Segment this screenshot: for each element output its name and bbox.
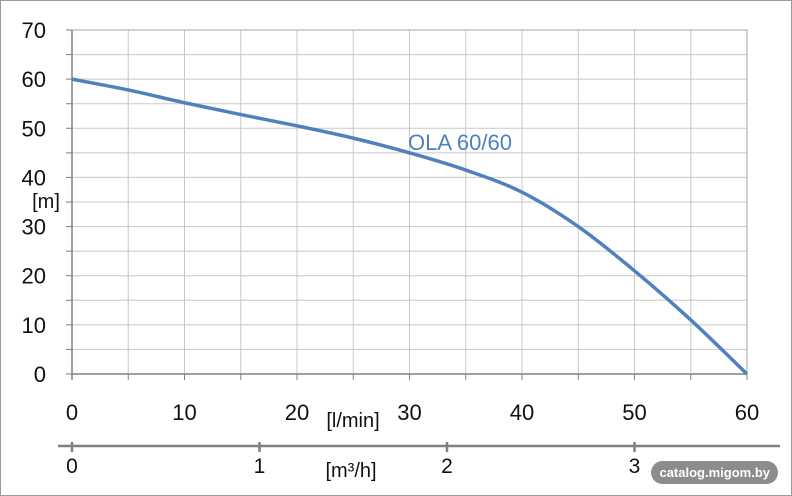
series-layer — [71, 77, 749, 376]
y-tick-label: 10 — [22, 313, 46, 338]
secondary-x-tick-label: 0 — [66, 455, 78, 478]
secondary-x-tick-label: 2 — [441, 455, 453, 478]
grid-layer — [71, 29, 748, 375]
x-tick-label: 30 — [397, 400, 421, 425]
y-tick-label: 40 — [22, 165, 46, 190]
y-tick-label: 0 — [34, 362, 46, 387]
x-tick-label: 40 — [510, 400, 534, 425]
series-line — [71, 77, 749, 376]
x-tick-label: 0 — [66, 400, 78, 425]
x-tick-label: 10 — [172, 400, 196, 425]
y-tick-label: 50 — [22, 116, 46, 141]
watermark-badge: catalog.migom.by — [651, 461, 778, 484]
y-tick-label: 70 — [22, 18, 46, 43]
labels-layer: 0 10 20 30 40 50 60 70 0 10 20 30 40 50 60 0 1 2 3 [m] [l/mi… — [22, 18, 760, 482]
secondary-x-tick-label: 1 — [254, 455, 266, 478]
x-axis-label: [l/min] — [326, 410, 379, 432]
secondary-x-tick-label: 3 — [629, 455, 641, 478]
series-label: OLA 60/60 — [408, 130, 512, 155]
x-tick-label: 50 — [622, 400, 646, 425]
x-tick-label: 60 — [735, 400, 759, 425]
y-tick-label: 30 — [22, 215, 46, 240]
axes-layer — [58, 29, 780, 452]
y-tick-label: 20 — [22, 264, 46, 289]
secondary-x-axis-label: [m³/h] — [325, 460, 376, 482]
y-axis-label: [m] — [32, 191, 60, 213]
y-tick-label: 60 — [22, 67, 46, 92]
x-tick-label: 20 — [285, 400, 309, 425]
